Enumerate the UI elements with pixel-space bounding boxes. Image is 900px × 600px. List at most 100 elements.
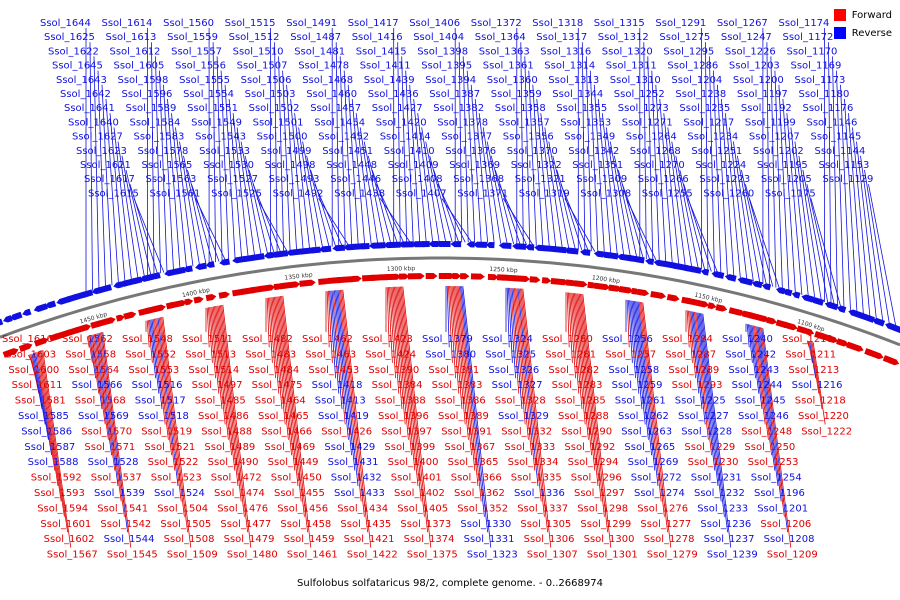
gene-label: Ssol_1321: [515, 174, 566, 185]
label-leader-line: [331, 290, 343, 410]
label-leader-line: [494, 169, 521, 245]
gene-label: Ssol_1220: [798, 411, 849, 422]
gene-label: Ssol_1490: [208, 457, 259, 468]
forward-gene-feature: [783, 321, 798, 331]
label-leader-line: [379, 198, 411, 243]
label-leader-line: [532, 84, 544, 247]
forward-gene-feature: [287, 281, 301, 289]
gene-label: Ssol_1279: [647, 550, 698, 561]
label-leader-line: [133, 198, 165, 273]
label-leader-line: [240, 141, 262, 255]
gene-label: Ssol_1426: [321, 426, 372, 437]
label-leader-line: [146, 320, 150, 348]
label-leader-line: [244, 155, 268, 254]
label-leader-line: [449, 285, 456, 379]
gene-label: Ssol_1625: [44, 32, 95, 43]
label-leader-line: [552, 155, 576, 250]
gene-label: Ssol_1462: [302, 334, 353, 345]
label-leader-line: [848, 113, 864, 316]
label-leader-line: [90, 335, 100, 394]
label-leader-line: [117, 141, 139, 279]
reverse-gene-feature: [857, 312, 875, 323]
gene-label: Ssol_1377: [441, 132, 492, 143]
label-leader-line: [391, 286, 403, 410]
label-leader-line: [310, 169, 336, 247]
label-leader-line: [663, 113, 680, 265]
gene-label: Ssol_1335: [511, 473, 562, 484]
label-leader-line: [32, 353, 46, 425]
gene-label: Ssol_1291: [655, 18, 706, 29]
label-leader-line: [516, 288, 536, 471]
gene-label: Ssol_1257: [605, 349, 656, 360]
label-leader-line: [162, 316, 192, 548]
reverse-gene-feature: [593, 250, 604, 258]
gene-label: Ssol_1192: [741, 103, 792, 114]
gene-label: Ssol_1539: [94, 488, 145, 499]
gene-label: Ssol_1238: [675, 89, 726, 100]
gene-label: Ssol_1331: [464, 534, 515, 545]
gene-label: Ssol_1438: [334, 188, 385, 199]
label-leader-line: [148, 320, 153, 363]
gene-label: Ssol_1502: [249, 103, 300, 114]
label-leader-line: [220, 70, 229, 260]
label-leader-line: [276, 296, 296, 471]
gene-label: Ssol_1268: [630, 146, 681, 157]
gene-label: Ssol_1276: [637, 503, 688, 514]
label-leader-line: [460, 286, 485, 517]
label-leader-line: [737, 155, 761, 284]
label-leader-line: [158, 317, 182, 502]
gene-label: Ssol_1287: [665, 349, 716, 360]
reverse-gene-feature: [782, 288, 793, 297]
label-leader-line: [256, 198, 288, 252]
gene-label: Ssol_1296: [571, 473, 622, 484]
gene-label: Ssol_1483: [245, 349, 296, 360]
forward-swatch: [833, 9, 846, 21]
label-leader-line: [640, 301, 665, 517]
gene-label: Ssol_1240: [722, 334, 773, 345]
forward-gene-feature: [470, 273, 485, 280]
label-leader-line: [151, 319, 163, 410]
gene-label: Ssol_1269: [628, 457, 679, 468]
gene-label: Ssol_1129: [823, 174, 874, 185]
label-leader-line: [717, 84, 728, 276]
gene-label: Ssol_1248: [741, 426, 792, 437]
scale-tick-label: 1200 kbp: [591, 274, 620, 285]
gene-label: Ssol_1251: [691, 146, 742, 157]
label-leader-line: [359, 127, 379, 244]
forward-gene-feature: [707, 302, 717, 310]
gene-label: Ssol_1306: [524, 534, 575, 545]
gene-label: Ssol_1475: [252, 380, 303, 391]
label-leader-line: [749, 324, 756, 379]
reverse-gene-feature: [435, 240, 451, 248]
gene-label: Ssol_1485: [195, 396, 246, 407]
label-leader-line: [441, 198, 473, 243]
label-leader-line: [757, 326, 779, 487]
gene-label: Ssol_1476: [217, 503, 268, 514]
reverse-gene-feature: [285, 248, 302, 256]
label-leader-line: [651, 70, 660, 262]
gene-label: Ssol_1512: [229, 32, 280, 43]
gene-label: Ssol_1510: [233, 46, 284, 57]
reverse-gene-feature: [711, 271, 725, 279]
gene-label: Ssol_1421: [344, 534, 395, 545]
label-leader-line: [248, 169, 275, 254]
gene-label: Ssol_1555: [179, 75, 230, 86]
gene-label: Ssol_1318: [532, 18, 583, 29]
label-leader-line: [220, 305, 245, 517]
label-leader-line: [733, 141, 754, 282]
gene-label: Ssol_1505: [160, 519, 211, 530]
label-leader-line: [643, 42, 647, 260]
gene-label: Ssol_1431: [328, 457, 379, 468]
label-leader-line: [206, 307, 210, 348]
reverse-gene-feature: [22, 308, 32, 316]
gene-label: Ssol_1364: [475, 32, 526, 43]
label-leader-line: [363, 141, 385, 244]
label-leader-line: [294, 113, 310, 249]
label-leader-line: [268, 297, 273, 363]
forward-gene-feature: [218, 291, 230, 299]
label-leader-line: [511, 288, 523, 410]
label-leader-line: [277, 296, 299, 487]
gene-label: Ssol_1500: [257, 132, 308, 143]
label-leader-line: [121, 155, 145, 278]
label-leader-line: [88, 335, 93, 363]
